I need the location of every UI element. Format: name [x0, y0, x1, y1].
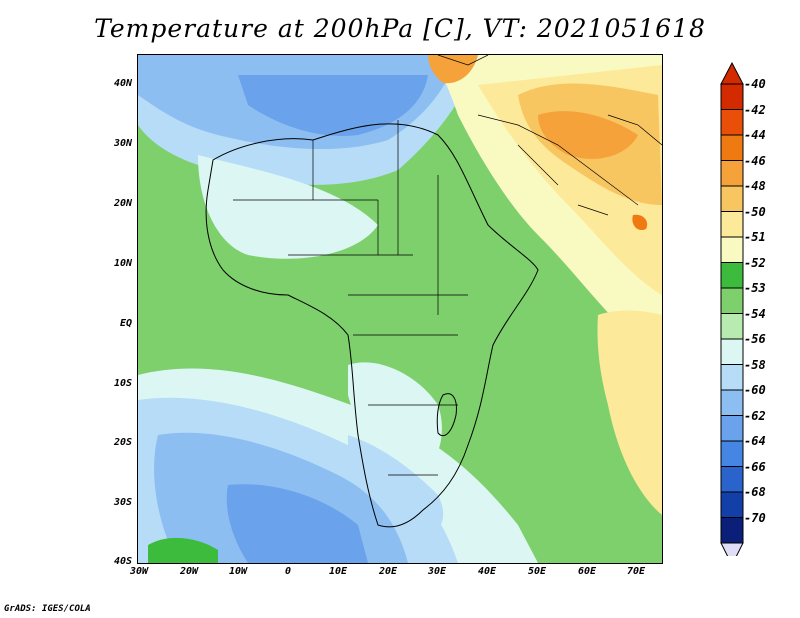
legend-label: -54: [744, 306, 766, 321]
legend-swatch: [720, 109, 744, 136]
legend-label: -68: [744, 485, 766, 499]
legend-label: -66: [744, 459, 766, 474]
color-legend: [720, 62, 744, 556]
temperature-map: [137, 54, 663, 564]
lon-label-60e: 60E: [577, 566, 597, 577]
lon-label-30e: 30E: [427, 566, 447, 577]
lon-label-20e: 20E: [378, 566, 398, 577]
field-band-minus60-north: [238, 75, 428, 136]
legend-swatch: [720, 262, 744, 289]
field-band-minus56-central: [348, 435, 444, 535]
legend-label: -51: [744, 230, 766, 244]
lat-label-30s: 30S: [113, 497, 132, 508]
map-field: [138, 55, 662, 563]
lat-label-30n: 30N: [113, 138, 132, 149]
legend-swatch: [720, 364, 744, 391]
legend-swatch: [720, 338, 744, 365]
legend-top-arrow: [720, 62, 744, 85]
legend-label: -62: [744, 408, 766, 423]
asia-borders: [437, 55, 662, 216]
legend-label: -56: [744, 332, 766, 346]
legend-label: -44: [744, 128, 766, 142]
field-band-minus54-central: [348, 362, 442, 475]
legend-label: -50: [744, 204, 766, 219]
legend-swatch: [720, 83, 744, 110]
legend-swatch: [720, 389, 744, 416]
legend-swatch: [720, 440, 744, 467]
legend-label: -52: [744, 255, 766, 270]
legend-label: -48: [744, 179, 766, 193]
field-band-minus60-south: [226, 484, 368, 563]
grads-credit: GrADS: IGES/COLA: [4, 604, 91, 614]
lon-label-50e: 50E: [527, 566, 547, 577]
legend-swatch: [720, 466, 744, 493]
madagascar-outline: [436, 393, 457, 437]
lat-label-20n: 20N: [113, 198, 132, 209]
legend-label: -64: [744, 434, 766, 448]
legend-swatch: [720, 134, 744, 161]
legend-swatch: [720, 415, 744, 442]
legend-label: -42: [744, 102, 766, 117]
legend-swatch: [720, 236, 744, 263]
field-band-minus50-se: [597, 310, 662, 515]
lon-label-0: 0: [284, 566, 292, 577]
field-band-minus44-india: [632, 214, 648, 231]
lon-label-70e: 70E: [626, 566, 646, 577]
lat-label-40s: 40S: [113, 556, 132, 567]
lon-label-10w: 10W: [228, 566, 248, 577]
field-band-minus52-sw: [148, 537, 218, 563]
lon-label-40e: 40E: [477, 566, 497, 577]
map-title: Temperature at 200hPa [C], VT: 202105161…: [94, 14, 706, 43]
field-band-minus46-north: [428, 55, 478, 84]
field-band-minus46-ne: [538, 111, 638, 159]
legend-swatch: [720, 160, 744, 187]
lat-label-10n: 10N: [113, 258, 132, 269]
legend-swatch: [720, 517, 744, 544]
lat-label-20s: 20S: [113, 437, 132, 448]
country-borders: [233, 120, 468, 476]
africa-outline: [205, 123, 539, 528]
legend-label: -40: [744, 77, 766, 91]
legend-swatch: [720, 211, 744, 238]
legend-swatch: [720, 313, 744, 340]
legend-swatch: [720, 491, 744, 518]
lon-label-30w: 30W: [129, 566, 149, 577]
lat-label-10s: 10S: [113, 378, 132, 389]
lat-label-40n: 40N: [113, 78, 132, 89]
legend-swatch: [720, 287, 744, 314]
legend-label: -60: [744, 383, 766, 397]
legend-bottom-arrow: [720, 542, 744, 556]
legend-label: -70: [744, 510, 766, 525]
lon-label-20w: 20W: [179, 566, 199, 577]
legend-swatch: [720, 185, 744, 212]
legend-label: -53: [744, 281, 766, 295]
field-band-minus54-sahara: [198, 155, 378, 259]
legend-label: -46: [744, 153, 766, 168]
legend-label: -58: [744, 357, 766, 372]
lat-label-eq: EQ: [119, 318, 132, 329]
lon-label-10e: 10E: [328, 566, 348, 577]
